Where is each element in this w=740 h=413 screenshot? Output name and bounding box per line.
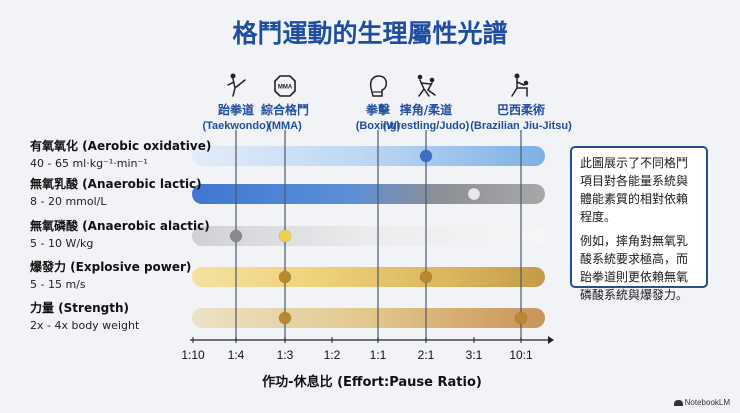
brand-logo: NotebookLM	[673, 398, 730, 407]
sport-label-zh: 綜合格鬥	[261, 102, 309, 117]
attribute-range: 40 - 65 ml·kg⁻¹·min⁻¹	[30, 157, 148, 170]
x-axis-title: 作功-休息比 (Effort:Pause Ratio)	[262, 374, 482, 390]
attribute-range: 2x - 4x body weight	[30, 319, 140, 332]
page-title: 格鬥運動的生理屬性光譜	[232, 19, 508, 48]
brand-label: NotebookLM	[684, 398, 730, 407]
callout-paragraph-1: 此圖展示了不同格鬥項目對各能量系統與體能素質的相對依賴程度。	[580, 156, 689, 224]
data-point	[467, 187, 481, 201]
attribute-label: 無氧乳酸 (Anaerobic lactic)	[30, 176, 202, 191]
sport-label-zh: 跆拳道	[218, 102, 254, 117]
x-tick-label: 3:1	[466, 348, 483, 362]
attribute-range: 5 - 10 W/kg	[30, 237, 93, 250]
x-tick-label: 1:2	[324, 348, 341, 362]
wrestling-icon	[417, 74, 436, 97]
bar-power	[192, 267, 545, 287]
attribute-label: 爆發力 (Explosive power)	[30, 259, 191, 274]
sport-label-zh: 拳擊	[365, 102, 391, 117]
x-tick-label: 1:1	[370, 348, 387, 362]
sport-label-en: (Taekwondo)	[202, 120, 269, 132]
sport-label-en: (Boxing)	[356, 120, 401, 132]
bar-lactic	[192, 184, 545, 204]
explanation-callout: 此圖展示了不同格鬥項目對各能量系統與體能素質的相對依賴程度。 例如，摔角對無氧乳…	[570, 146, 708, 302]
x-axis-arrow	[548, 336, 554, 344]
notebooklm-icon	[673, 399, 683, 406]
data-point	[419, 149, 433, 163]
attribute-range: 8 - 20 mmol/L	[30, 195, 107, 208]
data-point	[278, 270, 292, 284]
x-tick-label: 1:10	[181, 348, 205, 362]
boxing-glove-icon	[369, 75, 387, 97]
bar-alactic	[192, 226, 545, 246]
bar-aerobic	[192, 146, 545, 166]
attribute-label: 力量 (Strength)	[30, 300, 129, 315]
data-point	[278, 229, 292, 243]
attribute-label: 有氧氧化 (Aerobic oxidative)	[30, 138, 211, 153]
sport-label-zh: 巴西柔術	[497, 102, 545, 117]
sport-label-zh: 摔角/柔道	[400, 102, 452, 117]
x-tick-label: 2:1	[418, 348, 435, 362]
kick-icon	[227, 73, 246, 97]
jiu-jitsu-icon	[511, 73, 529, 97]
octagon-mma-icon: MMA	[274, 75, 296, 97]
x-tick-label: 1:4	[228, 348, 245, 362]
sport-label-en: (Brazilian Jiu-Jitsu)	[470, 120, 572, 132]
data-point	[278, 311, 292, 325]
x-tick-label: 10:1	[509, 348, 533, 362]
sport-label-en: (Wrestling/Judo)	[383, 120, 470, 132]
attribute-label: 無氧磷酸 (Anaerobic alactic)	[30, 218, 210, 233]
svg-text:MMA: MMA	[278, 85, 293, 91]
data-point	[419, 270, 433, 284]
callout-paragraph-2: 例如，摔角對無氧乳酸系統要求極高，而跆拳道則更依賴無氧磷酸系統與爆發力。	[580, 234, 689, 302]
sport-label-en: (MMA)	[268, 120, 302, 132]
data-point	[514, 311, 528, 325]
bar-strength	[192, 308, 545, 328]
x-tick-label: 1:3	[277, 348, 294, 362]
data-point	[229, 229, 243, 243]
attribute-range: 5 - 15 m/s	[30, 278, 86, 291]
